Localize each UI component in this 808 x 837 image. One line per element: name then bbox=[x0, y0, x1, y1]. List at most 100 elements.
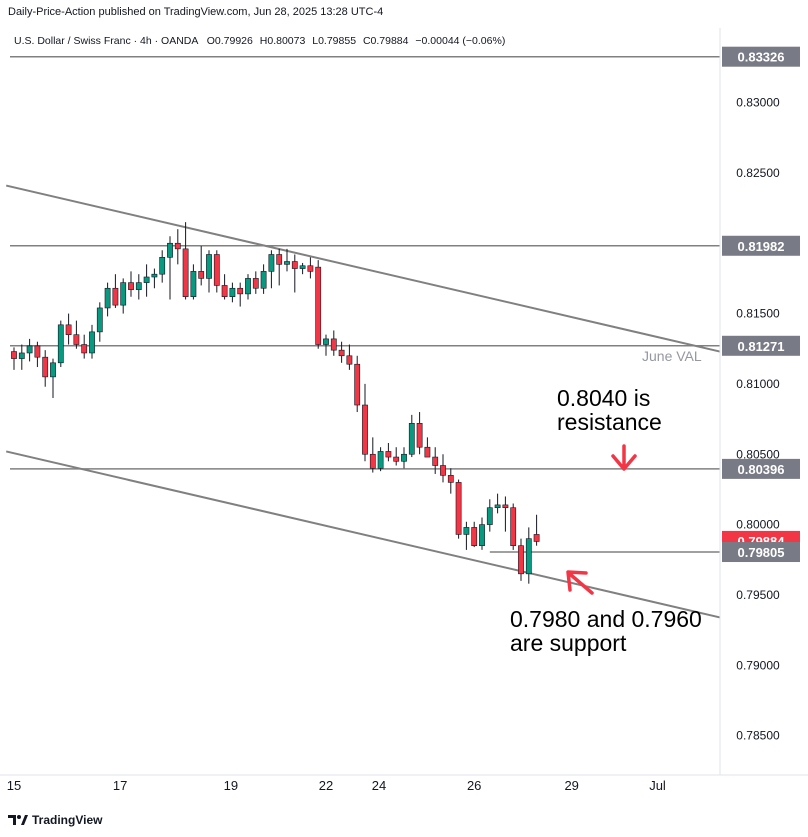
candle-body bbox=[50, 362, 56, 378]
candle-body bbox=[354, 363, 361, 406]
price-label-bg bbox=[722, 335, 800, 356]
candle-body bbox=[377, 451, 384, 469]
price-tick-label: 0.81000 bbox=[736, 377, 780, 391]
candle bbox=[120, 278, 127, 314]
resistance-arrow-icon bbox=[611, 444, 637, 471]
candle-body bbox=[159, 257, 166, 275]
candle-body bbox=[252, 278, 259, 289]
annotation-resistance: 0.8040 is resistance bbox=[557, 385, 662, 435]
candle-body bbox=[268, 254, 275, 272]
candle-body bbox=[245, 278, 251, 295]
ohlc-open: O0.79926 bbox=[207, 35, 253, 47]
candle bbox=[34, 341, 41, 368]
candle-body bbox=[315, 266, 322, 345]
candle bbox=[89, 324, 95, 359]
candle bbox=[494, 493, 501, 514]
candle bbox=[346, 344, 353, 370]
candle bbox=[112, 274, 119, 308]
candle-body bbox=[338, 349, 345, 357]
candle-body bbox=[494, 504, 501, 509]
annotations: June VAL 0.8040 is resistance 0.7980 and … bbox=[510, 348, 702, 656]
price-label-text: 0.79805 bbox=[738, 545, 785, 560]
price-label-level: 0.83326 bbox=[722, 46, 800, 67]
candle bbox=[369, 437, 376, 473]
candle bbox=[167, 236, 173, 300]
candle bbox=[229, 282, 236, 303]
candle-body bbox=[73, 334, 80, 345]
candle bbox=[440, 454, 446, 483]
publisher-attribution: Daily-Price-Action published on TradingV… bbox=[8, 6, 384, 18]
candle bbox=[525, 527, 532, 584]
price-axis-labels: 0.833260.819820.812710.803960.798840.798… bbox=[722, 46, 800, 563]
candle-body bbox=[182, 248, 189, 297]
annotation-support: 0.7980 and 0.7960 are support bbox=[510, 606, 702, 656]
candle bbox=[330, 330, 337, 356]
price-label-level: 0.81982 bbox=[722, 235, 800, 256]
candle-body bbox=[135, 282, 142, 290]
trendline-upper bbox=[5, 184, 721, 353]
price-axis: 0.830000.825000.820000.815000.810000.805… bbox=[0, 28, 808, 776]
horizontal-levels bbox=[10, 55, 720, 553]
candle bbox=[104, 282, 111, 317]
price-label-text: 0.80396 bbox=[738, 462, 785, 477]
time-tick-label: 29 bbox=[564, 778, 578, 793]
candle-body bbox=[463, 527, 470, 535]
candle bbox=[276, 248, 283, 286]
candle-body bbox=[455, 482, 462, 535]
price-tick-label: 0.79500 bbox=[736, 588, 780, 602]
candle-body bbox=[369, 453, 376, 469]
price-tick-label: 0.83000 bbox=[736, 96, 780, 110]
candle bbox=[206, 250, 212, 293]
candle-body bbox=[362, 404, 368, 455]
candle-body bbox=[96, 307, 103, 333]
candle-body bbox=[471, 527, 478, 546]
candle-body bbox=[510, 507, 517, 546]
ohlc-change: −0.00044 (−0.06%) bbox=[415, 35, 505, 47]
price-label-level: 0.79805 bbox=[722, 542, 800, 563]
candle bbox=[42, 350, 49, 387]
candle bbox=[73, 320, 80, 349]
candle-body bbox=[479, 524, 485, 546]
candle bbox=[416, 412, 423, 455]
ohlc-high: H0.80073 bbox=[260, 35, 306, 47]
candle bbox=[260, 264, 267, 294]
candle-body bbox=[167, 242, 173, 258]
candle bbox=[190, 264, 197, 300]
candle-body bbox=[128, 282, 134, 290]
candle-body bbox=[190, 271, 197, 297]
price-label-level: 0.80396 bbox=[722, 458, 800, 479]
candle bbox=[252, 271, 259, 294]
candle bbox=[182, 222, 189, 300]
candle-body bbox=[18, 352, 25, 359]
candle bbox=[198, 246, 205, 286]
candle-body bbox=[42, 356, 49, 378]
time-tick-label: Jul bbox=[649, 778, 666, 793]
price-tick-label: 0.80500 bbox=[736, 447, 780, 461]
price-label-text: 0.81271 bbox=[738, 339, 785, 354]
candle-body bbox=[206, 254, 212, 279]
candle-body bbox=[151, 273, 158, 278]
candle-body bbox=[276, 254, 283, 265]
candle bbox=[455, 479, 462, 539]
candle bbox=[385, 443, 392, 462]
candlesticks bbox=[11, 222, 540, 584]
ann-res-line: resistance bbox=[557, 409, 662, 435]
candle-body bbox=[221, 285, 228, 297]
candle bbox=[213, 250, 220, 293]
candle-body bbox=[408, 423, 415, 455]
candle bbox=[159, 250, 166, 283]
price-label-text: 0.83326 bbox=[738, 50, 785, 65]
candle-body bbox=[284, 261, 290, 265]
time-tick-label: 17 bbox=[113, 778, 127, 793]
price-tick-label: 0.82500 bbox=[736, 166, 780, 180]
candle-body bbox=[174, 242, 181, 250]
candle bbox=[135, 274, 142, 300]
candle-body bbox=[307, 265, 314, 272]
candle bbox=[11, 347, 17, 370]
candle bbox=[323, 334, 329, 356]
symbol-name: U.S. Dollar / Swiss Franc · 4h · OANDA bbox=[14, 35, 198, 47]
candle bbox=[151, 268, 158, 289]
price-label-text: 0.81982 bbox=[738, 239, 785, 254]
candle bbox=[432, 447, 439, 474]
